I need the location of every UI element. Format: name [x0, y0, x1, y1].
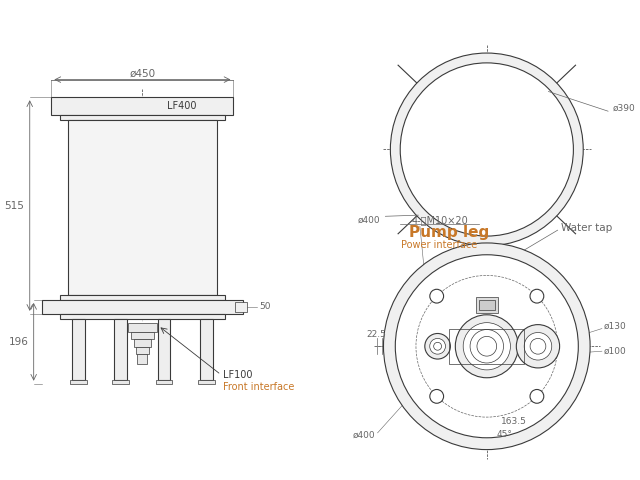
Text: Power interface: Power interface [401, 240, 477, 250]
Bar [479, 300, 495, 310]
Bar [127, 323, 157, 333]
Circle shape [383, 243, 590, 450]
Text: Pump leg: Pump leg [410, 225, 490, 240]
Text: 4-孔M10×20: 4-孔M10×20 [411, 216, 468, 225]
Bar [131, 333, 154, 339]
Bar [476, 297, 498, 313]
Bar [156, 380, 172, 384]
Bar [70, 380, 87, 384]
Text: ø450: ø450 [129, 69, 156, 79]
Circle shape [430, 289, 444, 303]
Text: LF400: LF400 [167, 101, 196, 111]
Circle shape [430, 389, 444, 403]
Circle shape [470, 330, 504, 363]
Bar [138, 354, 147, 364]
Bar [68, 120, 217, 295]
Bar [60, 115, 225, 120]
Text: ø100: ø100 [604, 347, 627, 356]
Circle shape [530, 338, 546, 354]
Bar [198, 380, 215, 384]
Circle shape [516, 324, 559, 368]
Circle shape [425, 334, 451, 359]
Circle shape [530, 389, 544, 403]
Bar [200, 319, 212, 380]
Text: 196: 196 [9, 337, 29, 347]
Text: 163.5: 163.5 [501, 417, 527, 426]
Bar [113, 380, 129, 384]
Circle shape [530, 289, 544, 303]
Text: ø390: ø390 [612, 104, 636, 113]
Circle shape [477, 336, 497, 356]
Text: Front interface: Front interface [223, 382, 294, 392]
Text: 50: 50 [259, 302, 271, 312]
Bar [60, 295, 225, 300]
Text: ø400: ø400 [353, 431, 376, 439]
Text: 45°: 45° [497, 431, 513, 439]
Circle shape [429, 338, 445, 354]
Circle shape [524, 333, 552, 360]
Bar [157, 319, 170, 380]
Text: LF100: LF100 [223, 370, 253, 380]
Text: ø400: ø400 [358, 216, 381, 225]
Text: ø130: ø130 [604, 322, 627, 331]
Circle shape [400, 63, 573, 236]
Bar [236, 302, 247, 312]
Text: Water tap: Water tap [561, 223, 612, 233]
Circle shape [396, 255, 579, 438]
Bar [449, 328, 524, 364]
Bar [115, 319, 127, 380]
Bar [51, 97, 234, 115]
Circle shape [390, 53, 583, 246]
Text: 515: 515 [4, 201, 24, 211]
Circle shape [455, 315, 518, 378]
Bar [72, 319, 85, 380]
Circle shape [463, 323, 511, 370]
Bar [60, 314, 225, 319]
Bar [136, 347, 149, 354]
Text: 22.5: 22.5 [367, 330, 387, 339]
Bar [42, 300, 243, 314]
Circle shape [434, 342, 442, 350]
Bar [134, 339, 151, 347]
